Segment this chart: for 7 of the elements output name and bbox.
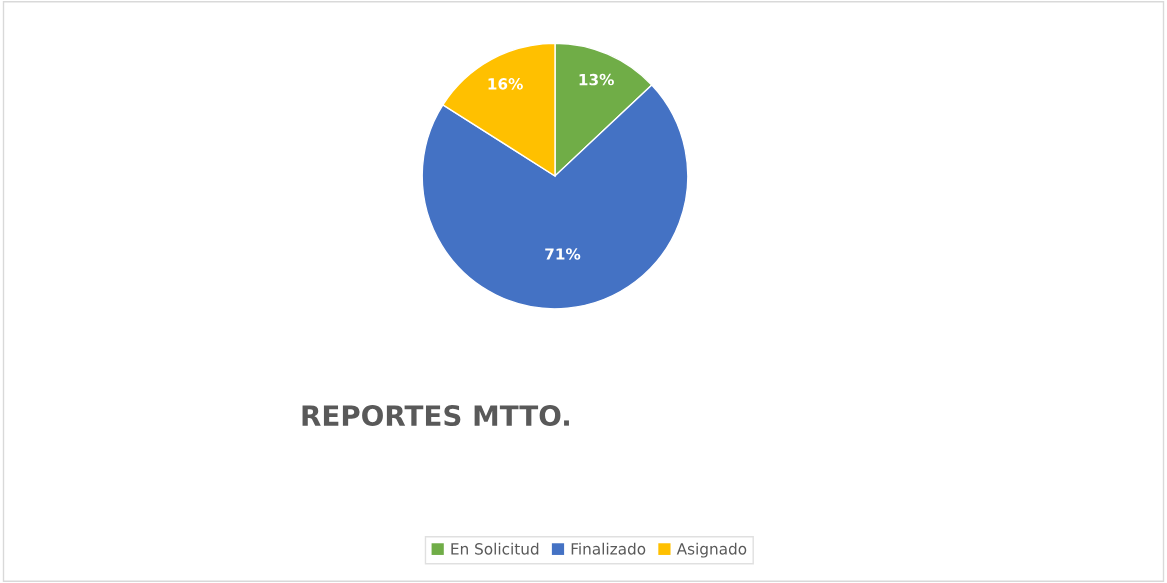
legend-label: En Solicitud	[451, 542, 539, 555]
data-label: 71%	[545, 248, 581, 260]
data-label: 13%	[579, 73, 614, 86]
legend-label: Finalizado	[571, 542, 646, 555]
legend-label: Asignado	[676, 542, 747, 558]
data-label: 16%	[488, 78, 523, 90]
text: REPORTES MTTO.	[302, 405, 569, 427]
